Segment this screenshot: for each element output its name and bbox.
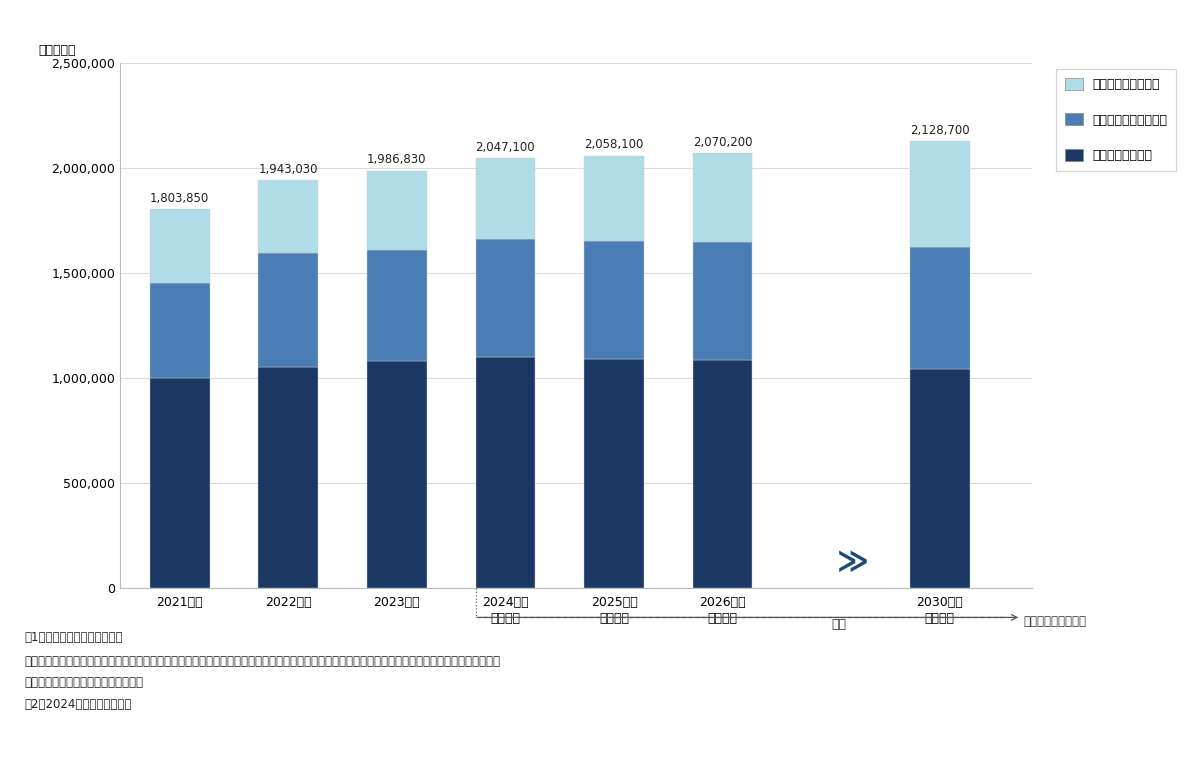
Bar bbox=[150, 378, 210, 588]
Text: （小売価格）ベースで算出している。: （小売価格）ベースで算出している。 bbox=[24, 676, 143, 689]
Bar bbox=[258, 253, 318, 368]
Text: ≫: ≫ bbox=[836, 548, 869, 577]
Bar bbox=[910, 246, 970, 369]
Bar bbox=[910, 369, 970, 588]
Text: 注2．2024年度以降は予測値: 注2．2024年度以降は予測値 bbox=[24, 698, 131, 711]
Bar bbox=[475, 238, 535, 357]
Bar bbox=[258, 368, 318, 588]
Bar bbox=[258, 180, 318, 253]
Text: 2,047,100: 2,047,100 bbox=[475, 140, 535, 154]
Text: 2,058,100: 2,058,100 bbox=[584, 138, 643, 151]
Text: 矢野経済研究所調べ: 矢野経済研究所調べ bbox=[1022, 615, 1086, 629]
Text: 1,986,830: 1,986,830 bbox=[367, 154, 427, 166]
Text: 1,943,030: 1,943,030 bbox=[258, 162, 318, 176]
Bar bbox=[692, 360, 752, 588]
Text: 予測: 予測 bbox=[832, 619, 846, 631]
Legend: 創エネ関連設備機器, 水まわり関連設備機器, 水まわり設備機器: 創エネ関連設備機器, 水まわり関連設備機器, 水まわり設備機器 bbox=[1056, 69, 1176, 171]
Bar bbox=[367, 361, 427, 588]
Bar bbox=[910, 141, 970, 246]
Text: 注1．メーカー出荷金額ベース: 注1．メーカー出荷金額ベース bbox=[24, 631, 122, 644]
Text: 2,070,200: 2,070,200 bbox=[692, 136, 752, 149]
Bar bbox=[150, 283, 210, 378]
Text: なお、創エネ関連設備機器のうち、住宅用太陽光発電システムは太陽光パネルの末端販売金額（小売価格）ベース、家庭用蓄電システムは末端販売金額: なお、創エネ関連設備機器のうち、住宅用太陽光発電システムは太陽光パネルの末端販売… bbox=[24, 655, 500, 668]
Text: （百万円）: （百万円） bbox=[38, 45, 76, 57]
Text: 2,128,700: 2,128,700 bbox=[910, 124, 970, 136]
Bar bbox=[692, 242, 752, 360]
Bar bbox=[584, 241, 644, 359]
Bar bbox=[150, 209, 210, 283]
Bar bbox=[367, 250, 427, 361]
Bar bbox=[475, 158, 535, 238]
Text: 1,803,850: 1,803,850 bbox=[150, 192, 209, 205]
Bar bbox=[692, 153, 752, 242]
Bar bbox=[475, 357, 535, 588]
Bar bbox=[584, 155, 644, 241]
Bar bbox=[367, 171, 427, 250]
Bar bbox=[584, 359, 644, 588]
